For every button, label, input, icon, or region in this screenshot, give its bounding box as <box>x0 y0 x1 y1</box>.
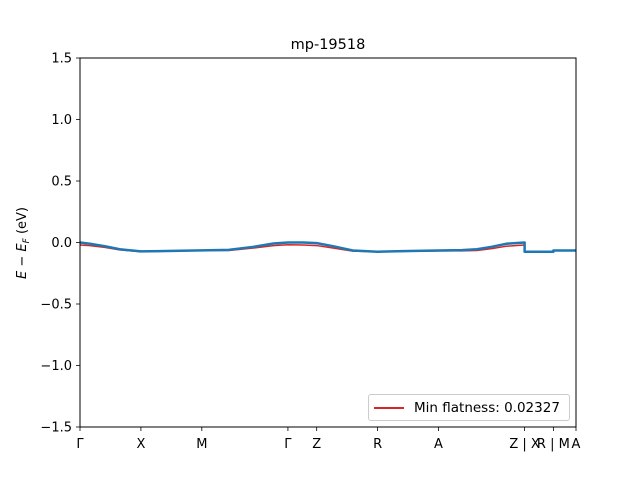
x-tick-label: Γ <box>76 437 84 452</box>
legend-label: Min flatness: 0.02327 <box>414 399 560 416</box>
series-lines <box>79 241 576 253</box>
legend-swatch <box>374 406 404 409</box>
y-tick-label: −1.0 <box>40 359 72 374</box>
x-tick-label: R | M <box>537 437 570 452</box>
x-tick-label: X <box>136 437 145 452</box>
x-tick-label: R <box>373 437 382 452</box>
y-tick-label: −1.5 <box>40 421 72 436</box>
legend: Min flatness: 0.02327 <box>368 394 570 421</box>
x-tick-label: M <box>196 437 207 452</box>
y-tick-label: 1.0 <box>51 113 72 128</box>
x-tick-label: A <box>434 437 443 452</box>
x-tick-label: Z <box>312 437 321 452</box>
y-tick-label: 1.5 <box>51 52 72 67</box>
x-tick-label: Γ <box>284 437 292 452</box>
y-tick-label: 0.5 <box>51 175 72 190</box>
chart-title: mp-19518 <box>291 37 366 53</box>
y-tick-label: 0.0 <box>51 236 72 251</box>
y-axis-label: E − EF (eV) <box>15 207 32 279</box>
x-tick-label: Z | X <box>509 437 540 452</box>
plot-background <box>80 58 576 427</box>
y-ticks: −1.5 −1.0 −0.5 0.0 0.5 1.0 1.5 <box>40 52 80 436</box>
x-tick-label: A <box>572 437 581 452</box>
y-tick-label: −0.5 <box>40 298 72 313</box>
series-line <box>79 241 576 253</box>
plot-area <box>80 58 576 427</box>
